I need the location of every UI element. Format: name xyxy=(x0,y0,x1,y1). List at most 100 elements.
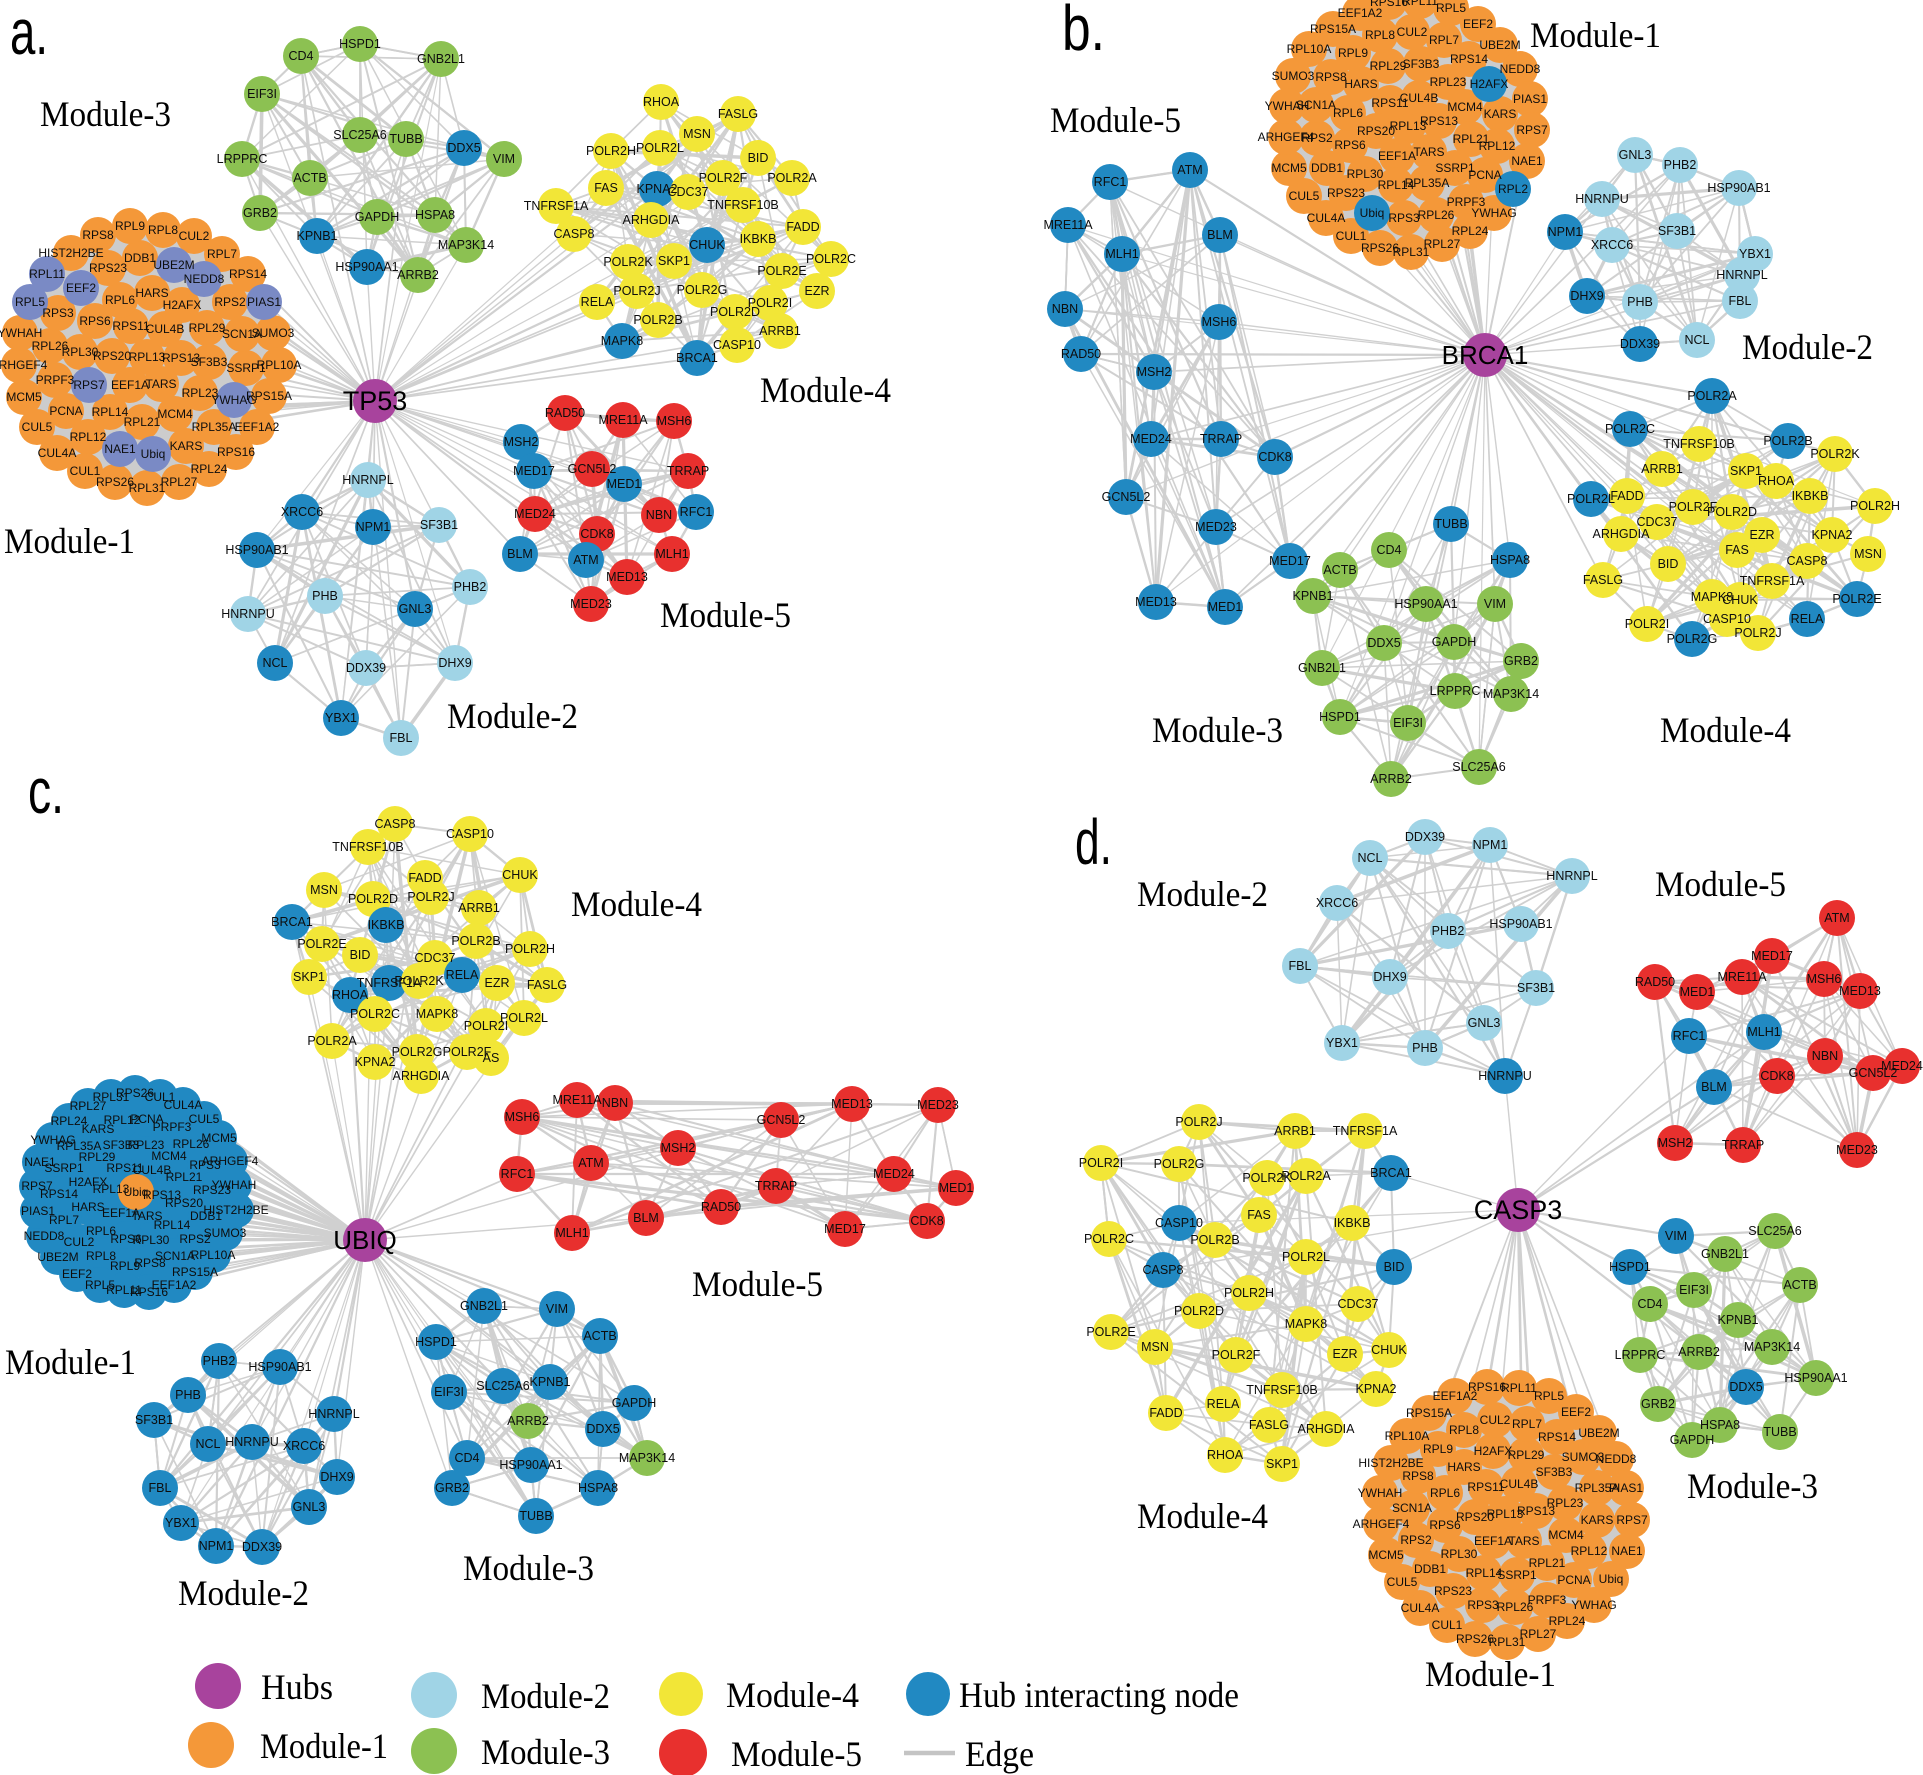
svg-text:RPL5: RPL5 xyxy=(1534,1389,1564,1403)
svg-text:RELA: RELA xyxy=(1207,1397,1240,1411)
svg-text:NAE1: NAE1 xyxy=(1611,1544,1643,1558)
svg-text:RPL13: RPL13 xyxy=(1487,1507,1524,1521)
svg-text:MED1: MED1 xyxy=(1208,600,1243,614)
svg-text:RPL26: RPL26 xyxy=(32,339,69,353)
svg-text:HNRNPU: HNRNPU xyxy=(221,607,274,621)
svg-text:RPS15A: RPS15A xyxy=(1406,1406,1452,1420)
svg-text:RAD50: RAD50 xyxy=(1635,975,1675,989)
svg-text:SKP1: SKP1 xyxy=(293,970,325,984)
svg-text:c.: c. xyxy=(28,755,64,827)
svg-text:RPL27: RPL27 xyxy=(161,475,198,489)
svg-text:RPS8: RPS8 xyxy=(82,228,114,242)
svg-text:PIAS1: PIAS1 xyxy=(247,295,281,309)
svg-text:MSH6: MSH6 xyxy=(657,414,692,428)
svg-text:RPS6: RPS6 xyxy=(1334,138,1366,152)
svg-text:RPL21: RPL21 xyxy=(124,415,161,429)
svg-text:EEF2: EEF2 xyxy=(1561,1405,1591,1419)
svg-text:CDC37: CDC37 xyxy=(1338,1297,1379,1311)
svg-text:TNFRSF10B: TNFRSF10B xyxy=(1663,437,1735,451)
svg-text:ARRB1: ARRB1 xyxy=(1641,462,1683,476)
svg-text:ARHGDIA: ARHGDIA xyxy=(1593,527,1651,541)
svg-text:MCM4: MCM4 xyxy=(1548,1528,1584,1542)
svg-text:RPL26: RPL26 xyxy=(173,1137,210,1151)
svg-text:POLR2C: POLR2C xyxy=(350,1007,400,1021)
svg-text:YBX1: YBX1 xyxy=(1326,1036,1358,1050)
svg-text:RPL35A: RPL35A xyxy=(1405,176,1450,190)
svg-text:RPS26: RPS26 xyxy=(1456,1632,1494,1646)
svg-text:GNL3: GNL3 xyxy=(399,602,432,616)
svg-text:CHUK: CHUK xyxy=(689,238,725,252)
svg-text:RPS20: RPS20 xyxy=(1357,124,1395,138)
svg-text:RPS13: RPS13 xyxy=(1517,1504,1555,1518)
svg-text:RPS3: RPS3 xyxy=(189,1158,221,1172)
svg-text:PRPF3: PRPF3 xyxy=(153,1120,192,1134)
svg-text:MAPK8: MAPK8 xyxy=(1285,1317,1327,1331)
svg-text:FADD: FADD xyxy=(786,220,819,234)
svg-text:HNRNPL: HNRNPL xyxy=(342,473,393,487)
svg-text:POLR2A: POLR2A xyxy=(1281,1169,1331,1183)
svg-text:MLH1: MLH1 xyxy=(1105,247,1138,261)
svg-text:SF3B3: SF3B3 xyxy=(1536,1465,1573,1479)
svg-text:RPS2: RPS2 xyxy=(1400,1533,1432,1547)
svg-text:TNFRSF1A: TNFRSF1A xyxy=(1333,1124,1398,1138)
svg-text:UBE2M: UBE2M xyxy=(1578,1426,1619,1440)
svg-text:DDX5: DDX5 xyxy=(1729,1380,1762,1394)
svg-text:MLH1: MLH1 xyxy=(555,1226,588,1240)
svg-text:GAPDH: GAPDH xyxy=(355,210,399,224)
svg-text:EEF2: EEF2 xyxy=(62,1267,92,1281)
svg-text:EEF1A: EEF1A xyxy=(102,1206,140,1220)
svg-text:POLR2E: POLR2E xyxy=(757,264,806,278)
svg-text:SCN1A: SCN1A xyxy=(1392,1501,1432,1515)
svg-text:HNRNPL: HNRNPL xyxy=(1716,268,1767,282)
svg-text:RPL21: RPL21 xyxy=(1453,132,1490,146)
svg-text:ATM: ATM xyxy=(1177,163,1202,177)
svg-text:DHX9: DHX9 xyxy=(1570,289,1603,303)
svg-text:YWHAG: YWHAG xyxy=(30,1133,75,1147)
svg-text:MSN: MSN xyxy=(683,127,711,141)
svg-text:MED23: MED23 xyxy=(1195,520,1237,534)
svg-text:CUL1: CUL1 xyxy=(1336,229,1367,243)
svg-text:RHOA: RHOA xyxy=(643,95,680,109)
svg-text:ARRB1: ARRB1 xyxy=(458,901,500,915)
svg-text:MCM5: MCM5 xyxy=(6,390,42,404)
svg-text:RPS3: RPS3 xyxy=(1388,211,1420,225)
svg-text:PHB: PHB xyxy=(1627,295,1653,309)
svg-text:RPS14: RPS14 xyxy=(1450,52,1488,66)
svg-text:YBX1: YBX1 xyxy=(325,711,357,725)
svg-text:RPS23: RPS23 xyxy=(1434,1584,1472,1598)
svg-text:NPM1: NPM1 xyxy=(1548,225,1583,239)
svg-text:RFC1: RFC1 xyxy=(680,505,713,519)
svg-text:RPL7: RPL7 xyxy=(1512,1417,1542,1431)
svg-text:RPL35A: RPL35A xyxy=(192,420,237,434)
svg-text:RPL11: RPL11 xyxy=(1501,1381,1537,1395)
svg-text:TARS: TARS xyxy=(145,377,176,391)
svg-text:RPL29: RPL29 xyxy=(1370,59,1407,73)
svg-text:RPS15A: RPS15A xyxy=(246,389,292,403)
svg-text:RAD50: RAD50 xyxy=(701,1200,741,1214)
svg-text:HSPA8: HSPA8 xyxy=(1700,1418,1740,1432)
svg-text:MED24: MED24 xyxy=(873,1167,915,1181)
svg-text:PIAS1: PIAS1 xyxy=(1609,1481,1643,1495)
svg-text:GNL3: GNL3 xyxy=(1468,1016,1501,1030)
svg-text:MSH2: MSH2 xyxy=(1137,365,1172,379)
svg-text:TNFRSF1A: TNFRSF1A xyxy=(1740,574,1805,588)
svg-text:NBN: NBN xyxy=(646,508,672,522)
svg-text:RPL14: RPL14 xyxy=(1378,178,1415,192)
svg-text:GRB2: GRB2 xyxy=(1641,1397,1675,1411)
svg-text:RPS14: RPS14 xyxy=(229,267,267,281)
svg-text:RPL30: RPL30 xyxy=(133,1233,170,1247)
svg-text:RPL35A: RPL35A xyxy=(1575,1481,1620,1495)
svg-text:RFC1: RFC1 xyxy=(1094,175,1127,189)
svg-text:MAP3K14: MAP3K14 xyxy=(619,1451,675,1465)
svg-text:CUL4B: CUL4B xyxy=(1500,1477,1539,1491)
svg-text:HNRNPL: HNRNPL xyxy=(1546,869,1597,883)
svg-text:SCN1A: SCN1A xyxy=(1296,98,1336,112)
svg-text:RPL10A: RPL10A xyxy=(1287,42,1332,56)
svg-text:DDB1: DDB1 xyxy=(190,1209,222,1223)
svg-text:RPS13: RPS13 xyxy=(1420,114,1458,128)
svg-text:TP53: TP53 xyxy=(343,386,408,416)
svg-text:XRCC6: XRCC6 xyxy=(1591,238,1633,252)
svg-text:DDX39: DDX39 xyxy=(1620,337,1660,351)
svg-text:KPNB1: KPNB1 xyxy=(530,1375,571,1389)
svg-text:RPS14: RPS14 xyxy=(1538,1430,1576,1444)
